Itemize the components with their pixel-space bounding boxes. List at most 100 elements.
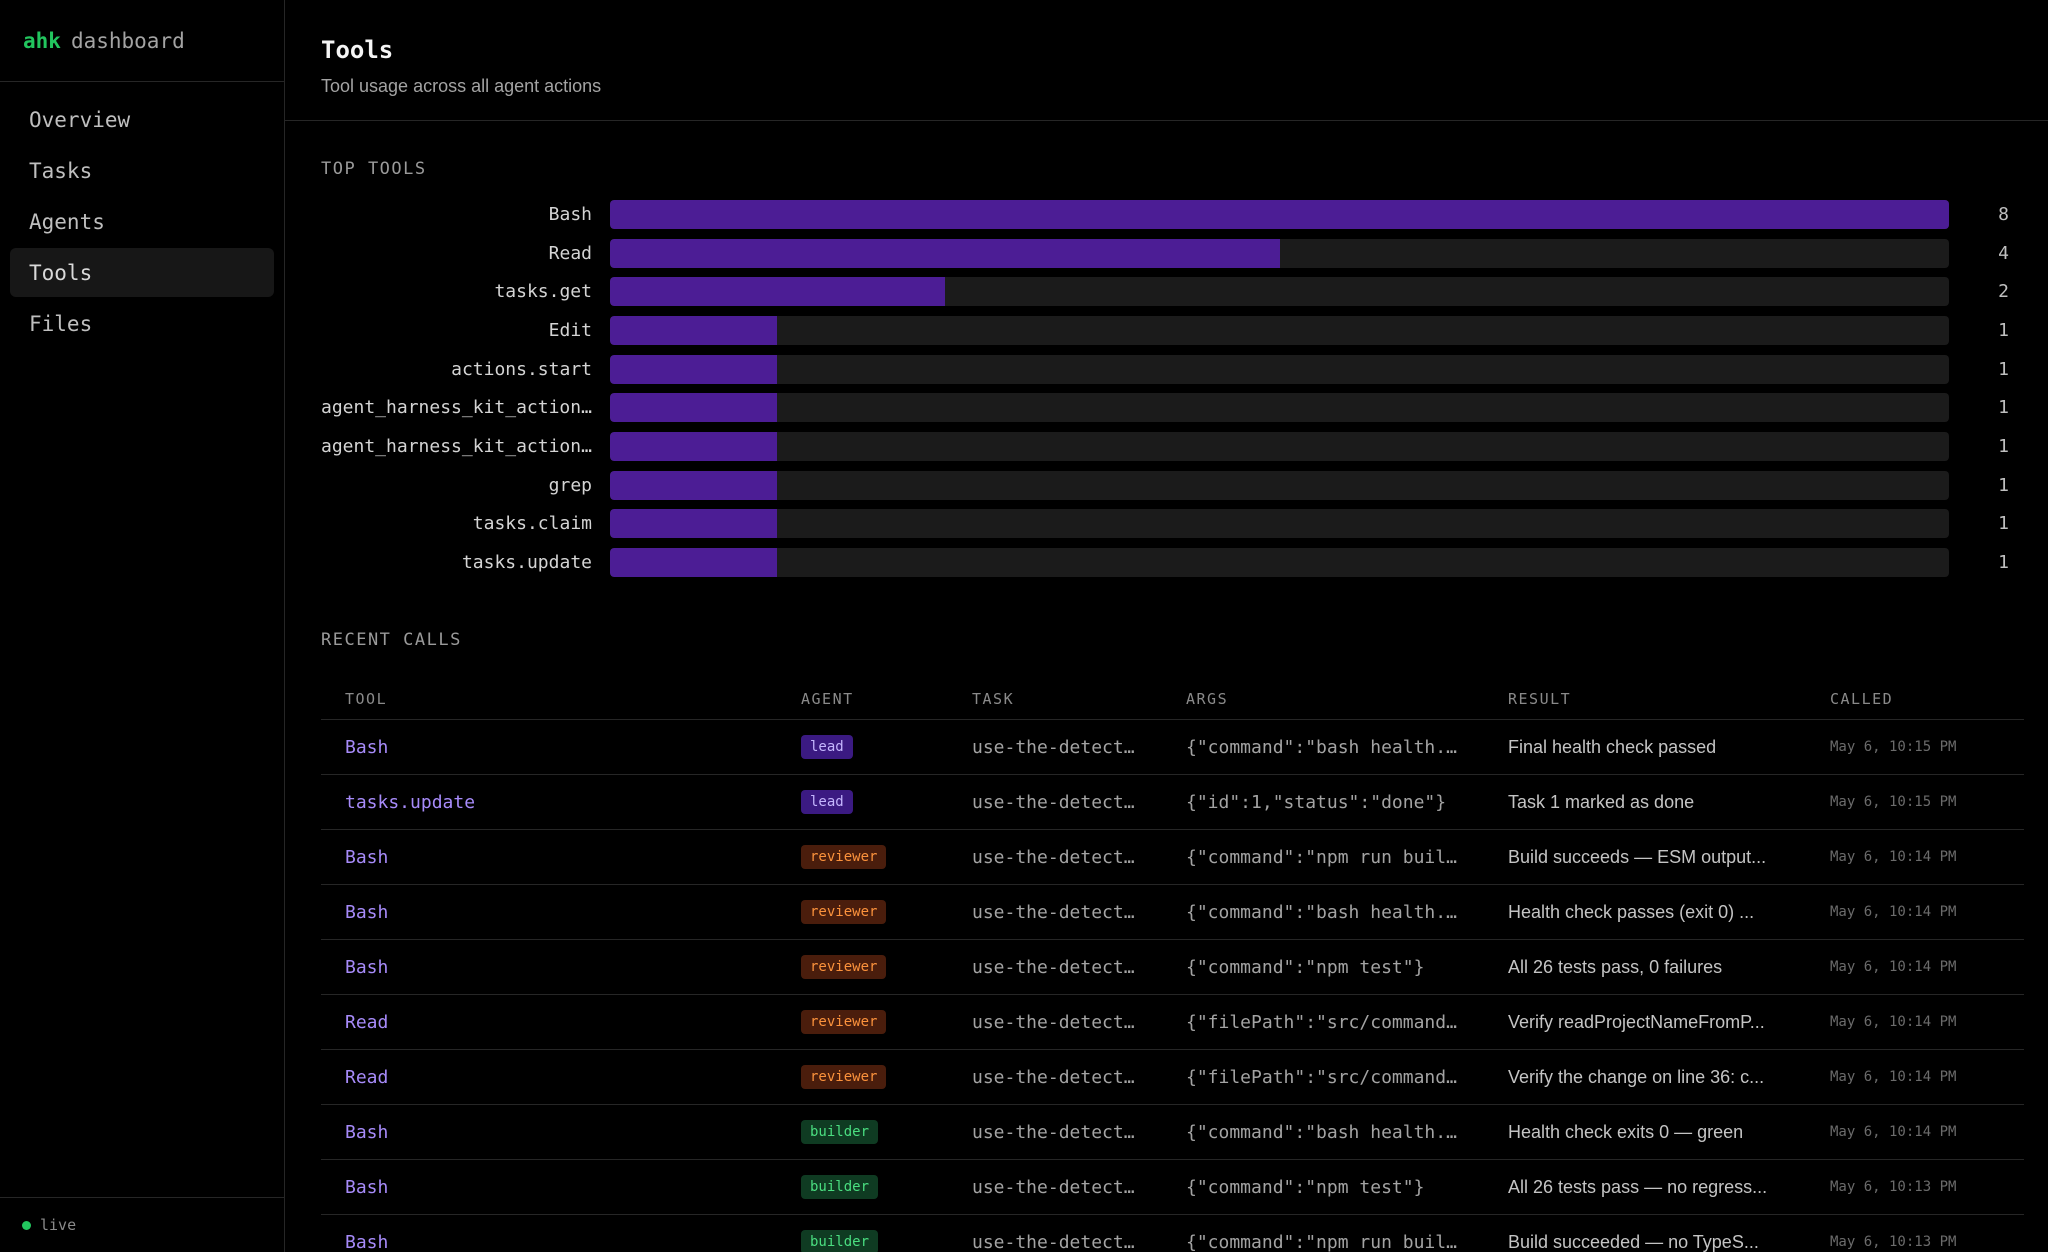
args-cell: {"command":"bash health.… (1186, 1104, 1508, 1161)
agent-cell: lead (801, 774, 972, 831)
args-cell: {"command":"npm run buil… (1186, 1214, 1508, 1252)
sidebar-item-tools[interactable]: Tools (10, 248, 274, 297)
agent-badge: lead (801, 790, 853, 815)
task-cell: use-the-detect… (972, 1049, 1186, 1106)
tool-bar-track (610, 470, 1949, 500)
agent-badge: reviewer (801, 955, 887, 980)
top-tools-section: TOP TOOLS Bash 8 Read 4 tasks.get 2 Edit 1 actio… (321, 159, 2024, 582)
tool-bar-fill (610, 431, 778, 461)
page-title: Tools (321, 36, 394, 64)
agent-badge: builder (801, 1230, 879, 1252)
tool-bar-row: actions.start 1 (321, 350, 2024, 389)
tool-bar-fill (610, 548, 778, 578)
tool-bar-row: Bash 8 (321, 195, 2024, 234)
column-header-called: CALLED (1830, 677, 2024, 721)
tool-bar-row: tasks.claim 1 (321, 505, 2024, 544)
tool-bar-fill (610, 199, 1949, 229)
table-body: Bash lead use-the-detect… {"command":"bash … (321, 719, 2024, 1252)
tool-link[interactable]: Bash (321, 1104, 801, 1161)
sidebar-item-overview[interactable]: Overview (29, 107, 131, 132)
tool-link[interactable]: Bash (321, 939, 801, 996)
agent-cell: reviewer (801, 939, 972, 996)
called-timestamp: May 6, 10:14 PM (1830, 829, 2024, 886)
tool-bar-track (610, 431, 1949, 461)
task-cell: use-the-detect… (972, 719, 1186, 776)
tool-bar-fill (610, 238, 1280, 268)
args-cell: {"command":"npm run buil… (1186, 829, 1508, 886)
tool-bar-track (610, 277, 1949, 307)
tool-link[interactable]: tasks.update (321, 774, 801, 831)
task-cell: use-the-detect… (972, 994, 1186, 1051)
args-cell: {"filePath":"src/command… (1186, 994, 1508, 1051)
agent-cell: reviewer (801, 1049, 972, 1106)
agent-cell: reviewer (801, 829, 972, 886)
table-row: Bash builder use-the-detect… {"command":"ba… (321, 1104, 2024, 1161)
agent-badge: reviewer (801, 1010, 887, 1035)
tool-bar-track (610, 509, 1949, 539)
called-timestamp: May 6, 10:15 PM (1830, 719, 2024, 776)
task-cell: use-the-detect… (972, 1104, 1186, 1161)
table-row: Bash builder use-the-detect… {"command":"np… (321, 1214, 2024, 1252)
top-tools-chart: Bash 8 Read 4 tasks.get 2 Edit 1 actions.start 1 a… (321, 195, 2024, 582)
table-row: tasks.update lead use-the-detect… {"id":1,"… (321, 774, 2024, 831)
tool-bar-count: 1 (1998, 552, 2009, 574)
tool-link[interactable]: Bash (321, 719, 801, 776)
result-cell: Health check passes (exit 0) ... (1508, 884, 1830, 941)
tool-bar-track (610, 238, 1949, 268)
connection-status: live (0, 1197, 284, 1252)
tool-bar-count: 1 (1998, 513, 2009, 535)
column-header-task: TASK (972, 677, 1186, 721)
brand-name: dashboard (70, 28, 185, 53)
agent-cell: reviewer (801, 884, 972, 941)
tool-bar-count: 8 (1998, 203, 2009, 225)
sidebar-item-files[interactable]: Files (29, 311, 93, 336)
tool-bar-track (610, 393, 1949, 423)
task-cell: use-the-detect… (972, 774, 1186, 831)
task-cell: use-the-detect… (972, 1214, 1186, 1252)
args-cell: {"command":"npm test"} (1186, 1159, 1508, 1216)
tool-bar-label: grep (548, 474, 592, 496)
page-body: TOP TOOLS Bash 8 Read 4 tasks.get 2 Edit 1 actio… (285, 121, 2048, 1252)
live-status-dot-icon (22, 1220, 31, 1230)
result-cell: All 26 tests pass — no regress... (1508, 1159, 1830, 1216)
task-cell: use-the-detect… (972, 939, 1186, 996)
table-row: Bash reviewer use-the-detect… {"command":"b… (321, 884, 2024, 941)
tool-link[interactable]: Bash (321, 1159, 801, 1216)
tool-link[interactable]: Read (321, 1049, 801, 1106)
sidebar-item-agents[interactable]: Agents (29, 209, 105, 234)
recent-calls-title: RECENT CALLS (321, 629, 462, 650)
column-header-tool: TOOL (321, 677, 801, 721)
sidebar: ahk dashboard Overview Tasks Agents Tools Fi… (0, 0, 285, 1252)
tool-link[interactable]: Bash (321, 1214, 801, 1252)
top-tools-title: TOP TOOLS (321, 159, 427, 179)
agent-badge: lead (801, 735, 853, 760)
called-timestamp: May 6, 10:14 PM (1830, 994, 2024, 1051)
tool-bar-fill (610, 354, 778, 384)
table-row: Bash builder use-the-detect… {"command":"np… (321, 1159, 2024, 1216)
tool-bar-track (610, 548, 1949, 578)
table-row: Read reviewer use-the-detect… {"filePath":"… (321, 1049, 2024, 1106)
recent-calls-table: TOOL AGENT TASK ARGS RESULT CALLED Bash lead us… (321, 677, 2024, 1252)
brand-logo[interactable]: ahk dashboard (0, 0, 284, 82)
tool-link[interactable]: Bash (321, 884, 801, 941)
tool-bar-track (610, 199, 1949, 229)
tool-link[interactable]: Read (321, 994, 801, 1051)
tool-bar-label: agent_harness_kit_actions… (321, 435, 603, 457)
table-header-row: TOOL AGENT TASK ARGS RESULT CALLED (321, 677, 2024, 721)
recent-calls-section: RECENT CALLS TOOL AGENT TASK ARGS RESULT CALL… (321, 630, 2024, 1252)
args-cell: {"command":"npm test"} (1186, 939, 1508, 996)
agent-cell: builder (801, 1214, 972, 1252)
tool-bar-row: grep 1 (321, 466, 2024, 505)
tool-bar-fill (610, 470, 778, 500)
sidebar-item-tasks[interactable]: Tasks (29, 158, 93, 183)
called-timestamp: May 6, 10:14 PM (1830, 1104, 2024, 1161)
table-row: Bash reviewer use-the-detect… {"command":"n… (321, 939, 2024, 996)
result-cell: Final health check passed (1508, 719, 1830, 776)
agent-cell: reviewer (801, 994, 972, 1051)
agent-badge: builder (801, 1175, 879, 1200)
tool-link[interactable]: Bash (321, 829, 801, 886)
page-header: Tools Tool usage across all agent action… (285, 0, 2048, 121)
tool-bar-track (610, 354, 1949, 384)
tool-bar-label: Bash (548, 203, 592, 225)
